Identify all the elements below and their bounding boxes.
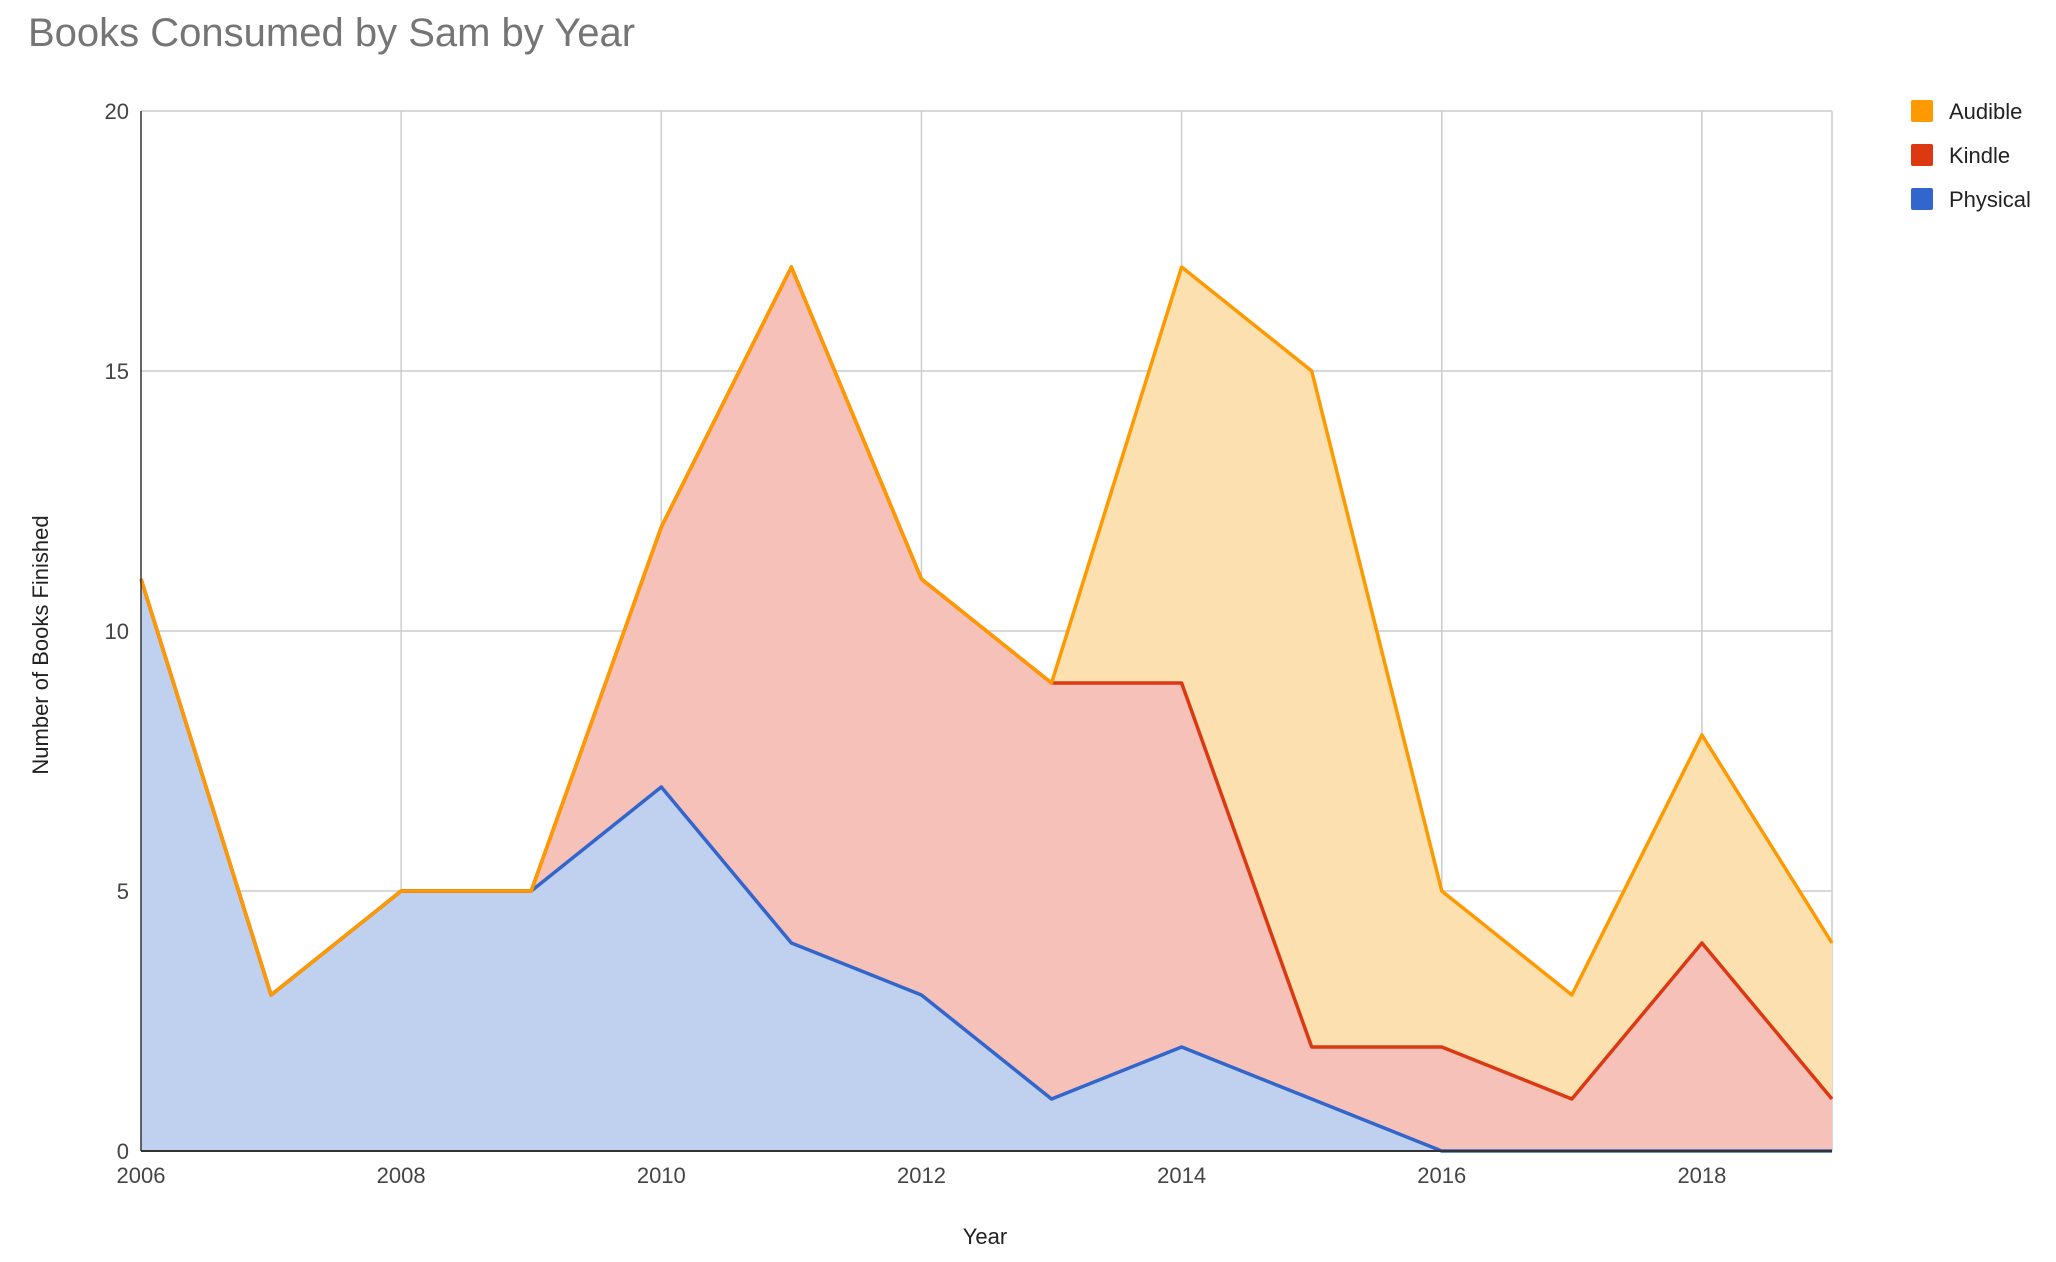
legend-label-audible: Audible bbox=[1949, 99, 2022, 124]
x-axis-label: Year bbox=[963, 1224, 1007, 1249]
y-tick-label: 20 bbox=[105, 99, 129, 124]
x-tick-label: 2008 bbox=[377, 1163, 426, 1188]
x-tick-label: 2010 bbox=[637, 1163, 686, 1188]
area-fills bbox=[141, 267, 1832, 1151]
y-axis-label: Number of Books Finished bbox=[28, 515, 53, 774]
area-kindle bbox=[141, 267, 1832, 1151]
tick-labels: 0 5 10 15 20 2006 2008 2010 2012 2014 2016 2018 bbox=[105, 99, 1727, 1188]
legend-label-physical: Physical bbox=[1949, 187, 2031, 212]
y-tick-label: 15 bbox=[105, 359, 129, 384]
x-tick-label: 2006 bbox=[117, 1163, 166, 1188]
axes bbox=[140, 111, 1832, 1152]
x-tick-label: 2014 bbox=[1157, 1163, 1206, 1188]
legend: Audible Kindle Physical bbox=[1911, 99, 2031, 212]
area-audible bbox=[141, 267, 1832, 1099]
legend-swatch-physical bbox=[1911, 188, 1933, 210]
area-physical bbox=[141, 579, 1832, 1151]
x-tick-label: 2012 bbox=[897, 1163, 946, 1188]
chart-title: Books Consumed by Sam by Year bbox=[28, 11, 635, 55]
x-tick-label: 2018 bbox=[1677, 1163, 1726, 1188]
legend-swatch-kindle bbox=[1911, 144, 1933, 166]
legend-label-kindle: Kindle bbox=[1949, 143, 2010, 168]
line-audible bbox=[139, 265, 1834, 997]
y-tick-label: 5 bbox=[117, 879, 129, 904]
y-tick-label: 0 bbox=[117, 1139, 129, 1164]
x-tick-label: 2016 bbox=[1417, 1163, 1466, 1188]
legend-swatch-audible bbox=[1911, 100, 1933, 122]
y-tick-label: 10 bbox=[105, 619, 129, 644]
